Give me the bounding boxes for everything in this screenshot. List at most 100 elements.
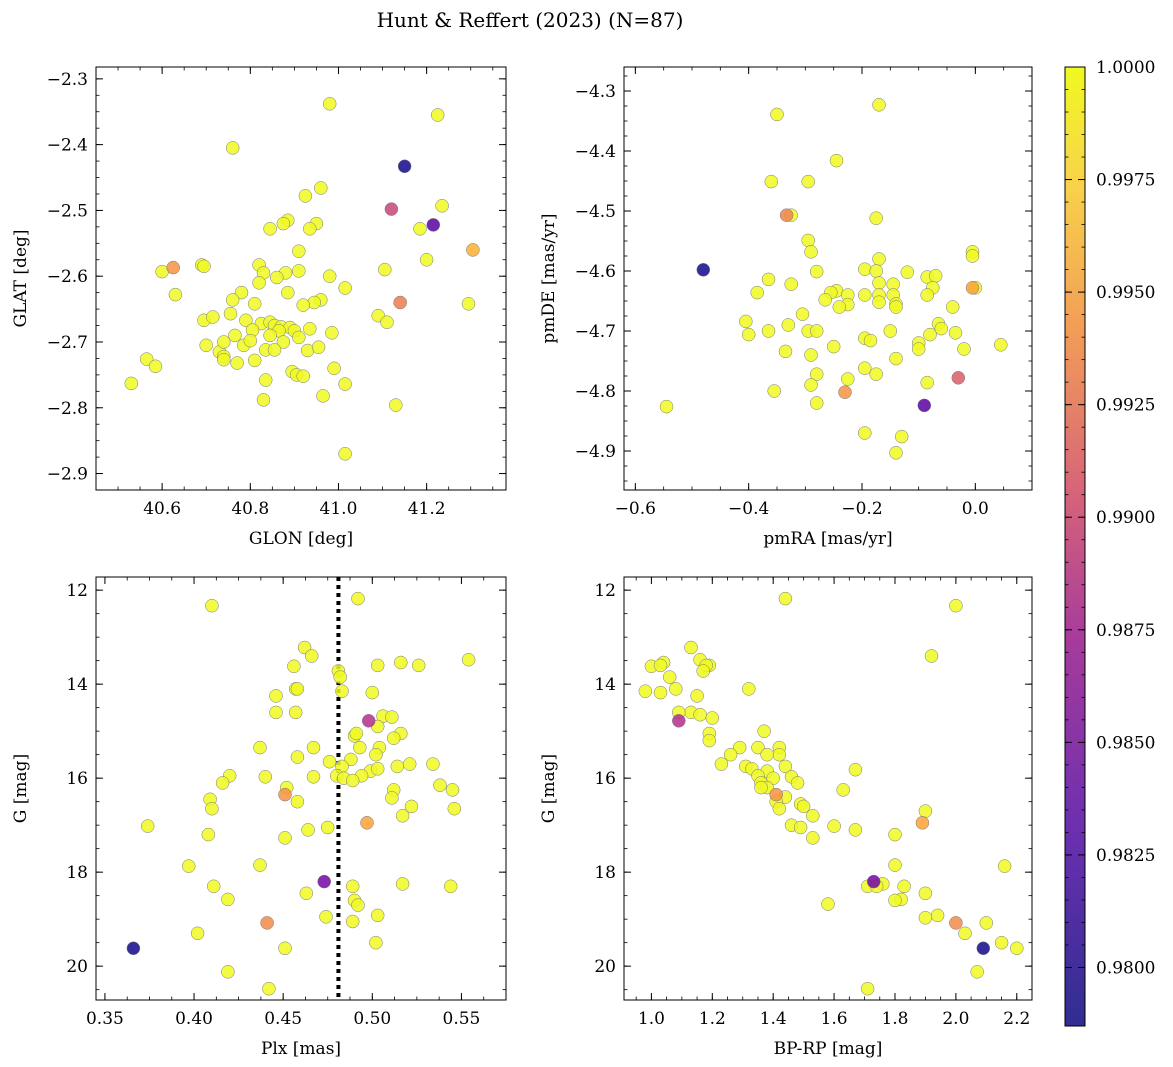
data-point: [322, 97, 337, 111]
data-point: [215, 776, 230, 790]
data-point: [821, 897, 835, 911]
x-tick-label: 1.4: [760, 1009, 787, 1029]
data-point: [806, 831, 820, 845]
data-point: [253, 740, 267, 755]
colorbar-tick-label: 1.0000: [1096, 58, 1155, 78]
x-tick-label: 1.0: [638, 1009, 665, 1029]
data-point: [918, 911, 933, 925]
data-point: [278, 787, 292, 802]
data-point: [883, 324, 898, 338]
data-point: [140, 819, 155, 833]
data-point: [705, 711, 720, 725]
data-point: [378, 262, 392, 277]
x-tick-label: 0.0: [962, 499, 989, 519]
x-axis-label: pmRA [mas/yr]: [763, 529, 892, 549]
colorbar-gradient: [1064, 66, 1086, 1027]
data-point: [258, 373, 273, 387]
y-axis-label: pmDE [mas/yr]: [539, 213, 559, 343]
data-point: [386, 731, 401, 745]
data-point: [197, 259, 211, 274]
data-point: [269, 689, 283, 703]
data-point: [230, 356, 244, 370]
data-point: [345, 914, 360, 929]
x-tick-label: 40.8: [231, 499, 269, 519]
data-point: [430, 108, 445, 122]
y-tick-label: −4.4: [575, 142, 616, 162]
data-point: [945, 300, 960, 314]
data-point: [316, 389, 330, 403]
data-point: [333, 670, 347, 684]
data-point: [461, 652, 476, 667]
data-point: [751, 740, 765, 755]
y-tick-label: −2.6: [47, 267, 88, 287]
data-point: [809, 396, 824, 410]
data-point: [345, 773, 360, 788]
data-point: [317, 874, 331, 889]
data-point: [672, 714, 686, 728]
data-point: [443, 879, 458, 894]
data-point: [327, 361, 341, 376]
colorbar-tick-label: 0.9850: [1096, 733, 1155, 753]
panel-pmra-pmde: −0.6 −0.4 −0.2 0.0 −4.9 −4.8 −4.7 −4.6 −4.5 −4.4 −…: [539, 66, 1033, 549]
data-point: [351, 898, 365, 912]
data-point: [957, 342, 971, 356]
data-point: [918, 804, 933, 818]
data-point: [836, 783, 850, 797]
data-point: [345, 879, 360, 894]
data-point: [247, 297, 262, 311]
data-point: [732, 740, 747, 755]
y-tick-label: −2.4: [47, 136, 88, 156]
data-point: [866, 874, 881, 889]
y-tick-label: −2.8: [47, 399, 88, 419]
x-tick-label: 2.0: [942, 1009, 969, 1029]
data-point: [793, 820, 808, 835]
data-point: [848, 823, 863, 837]
y-tick-label: −4.5: [575, 202, 616, 222]
data-point: [269, 705, 283, 720]
data-point: [872, 252, 886, 266]
y-tick-label: −2.9: [47, 465, 88, 485]
data-point: [918, 886, 933, 901]
data-point: [889, 300, 903, 314]
data-point: [303, 222, 317, 236]
data-point: [889, 446, 903, 460]
colorbar-tick-label: 0.9975: [1096, 171, 1155, 191]
x-tick-label: 1.2: [699, 1009, 726, 1029]
data-point: [292, 330, 306, 345]
x-axis-label: BP-RP [mag]: [774, 1039, 883, 1059]
data-point: [225, 141, 240, 155]
data-point: [267, 343, 282, 357]
data-point: [369, 747, 383, 762]
data-point: [994, 338, 1008, 352]
data-point: [426, 218, 441, 232]
data-point: [900, 265, 915, 279]
y-tick-label: 16: [594, 769, 616, 789]
data-point: [201, 827, 216, 842]
data-point: [894, 429, 909, 444]
panel-plx-g: 0.35 0.40 0.45 0.50 0.55 12 14 16 18 20 Plx [mas] G…: [11, 576, 507, 1059]
data-point: [402, 757, 417, 771]
axes-frame: [95, 66, 507, 491]
data-point: [911, 342, 926, 356]
data-point: [696, 263, 711, 277]
data-point: [923, 327, 937, 342]
data-point: [413, 222, 427, 236]
data-point: [385, 791, 399, 805]
data-point: [804, 378, 818, 392]
data-point: [917, 398, 932, 413]
data-point: [262, 981, 276, 996]
data-point: [369, 935, 383, 950]
data-point: [806, 809, 820, 823]
data-point: [394, 655, 408, 670]
data-point: [253, 858, 267, 872]
data-point: [290, 682, 305, 696]
data-point: [256, 393, 271, 407]
x-tick-label: 0.55: [443, 1009, 481, 1029]
data-point: [239, 313, 253, 328]
data-point: [804, 245, 818, 259]
data-point: [298, 189, 313, 203]
x-tick-label: 0.40: [175, 1009, 213, 1029]
data-point: [206, 879, 221, 894]
data-point: [970, 965, 984, 979]
data-point: [714, 757, 729, 771]
